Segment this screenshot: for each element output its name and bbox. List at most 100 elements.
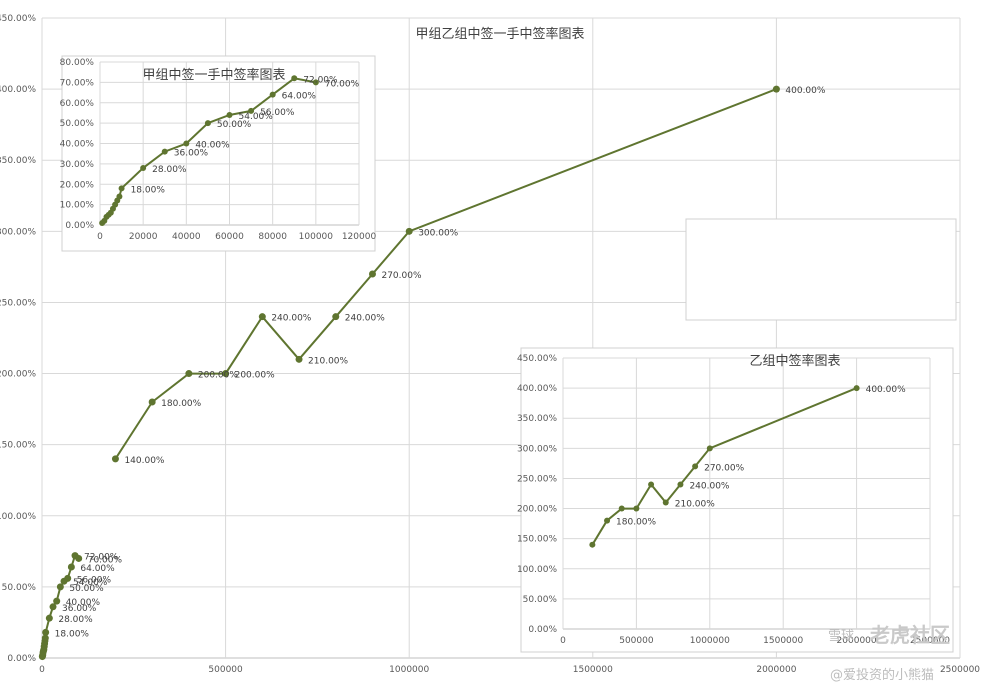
x-tick-label: 0 <box>97 232 103 242</box>
data-point <box>706 445 713 452</box>
y-tick-label: 20.00% <box>60 180 95 190</box>
data-point <box>604 517 611 524</box>
data-label: 200.00% <box>198 371 238 381</box>
data-label: 28.00% <box>58 615 93 625</box>
x-tick-label: 2500000 <box>910 636 950 646</box>
data-point <box>49 603 57 611</box>
data-point <box>204 120 211 127</box>
data-label: 40.00% <box>195 141 230 151</box>
series-line <box>114 88 777 460</box>
blank-legend-box <box>685 218 957 321</box>
data-point <box>183 140 190 147</box>
data-label: 300.00% <box>418 228 458 238</box>
watermark-handle: @爱投资的小熊猫 <box>830 667 934 683</box>
data-label: 240.00% <box>271 314 311 324</box>
data-point <box>42 628 50 636</box>
data-label: 270.00% <box>704 463 744 473</box>
data-label: 72.00% <box>84 553 119 563</box>
x-tick-label: 500000 <box>619 636 654 646</box>
data-point <box>633 505 640 512</box>
data-point <box>772 85 780 93</box>
x-tick-label: 0 <box>39 665 45 675</box>
chart-inset-a: 0.00% 10.00% 20.00% 30.00% 40.00% 50.00% 60.00… <box>60 55 377 252</box>
data-point <box>53 597 61 605</box>
x-tick-label: 60000 <box>215 232 244 242</box>
data-point <box>222 370 230 378</box>
x-tick-label: 20000 <box>129 232 158 242</box>
y-tick-label: 150.00% <box>517 535 557 545</box>
data-label: 140.00% <box>124 456 164 466</box>
data-label: 54.00% <box>73 578 108 588</box>
chart-title: 甲组乙组中签一手中签率图表 <box>415 26 584 42</box>
chart-frame-inset-a <box>61 55 376 252</box>
data-label: 180.00% <box>161 399 201 409</box>
data-label: 240.00% <box>689 481 729 491</box>
data-point <box>41 634 49 642</box>
x-tick-label: 40000 <box>172 232 201 242</box>
data-point <box>148 398 156 406</box>
data-label: 180.00% <box>616 518 656 528</box>
data-label: 70.00% <box>88 555 123 565</box>
y-tick-label: 80.00% <box>60 58 95 68</box>
data-label: 36.00% <box>174 149 209 159</box>
data-label: 64.00% <box>80 564 115 574</box>
chart-main: 0.00% 50.00% 100.00% 150.00% 200.00% 250.00% 3… <box>0 14 980 675</box>
y-tick-label: 400.00% <box>517 384 557 394</box>
data-point <box>118 185 125 192</box>
data-point <box>56 583 64 591</box>
data-point <box>677 481 684 488</box>
data-point <box>64 574 72 582</box>
y-tick-label: 250.00% <box>517 474 557 484</box>
data-label: 40.00% <box>66 598 101 608</box>
chart-inset-b: 0.00% 50.00% 100.00% 150.00% 200.00% 250.00% 3… <box>517 347 954 653</box>
data-point <box>618 505 625 512</box>
data-point <box>332 313 340 321</box>
data-label: 240.00% <box>345 314 385 324</box>
y-tick-label: 0.00% <box>65 221 94 231</box>
x-tick-label: 100000 <box>299 232 334 242</box>
series-line <box>591 387 857 546</box>
data-point <box>368 270 376 278</box>
y-tick-label: 40.00% <box>60 140 95 150</box>
y-tick-label: 0.00% <box>7 654 36 664</box>
watermark-brand: 雪球 <box>828 629 854 644</box>
data-label: 54.00% <box>239 112 274 122</box>
x-tick-label: 0 <box>560 636 566 646</box>
y-tick-label: 0.00% <box>528 625 557 635</box>
y-tick-label: 350.00% <box>0 156 36 166</box>
x-tick-label: 1500000 <box>573 665 613 675</box>
data-point <box>248 107 255 114</box>
data-label: 18.00% <box>131 185 166 195</box>
data-point <box>269 91 276 98</box>
data-label: 270.00% <box>381 271 421 281</box>
chart-title: 乙组中签率图表 <box>749 353 840 369</box>
x-tick-label: 120000 <box>342 232 377 242</box>
data-label: 70.00% <box>325 79 360 89</box>
data-point <box>111 455 119 463</box>
y-tick-label: 250.00% <box>0 298 36 308</box>
y-tick-label: 50.00% <box>60 119 95 129</box>
y-tick-label: 10.00% <box>60 201 95 211</box>
y-tick-label: 30.00% <box>60 160 95 170</box>
data-label: 72.00% <box>303 75 338 85</box>
x-tick-label: 2500000 <box>940 665 980 675</box>
chart-frame-inset-b <box>520 347 954 653</box>
data-point <box>692 463 699 470</box>
y-tick-label: 400.00% <box>0 85 36 95</box>
y-tick-label: 200.00% <box>517 505 557 515</box>
y-tick-label: 50.00% <box>523 595 558 605</box>
data-point <box>45 614 53 622</box>
data-point <box>67 563 75 571</box>
y-tick-label: 300.00% <box>0 227 36 237</box>
chart-title: 甲组中签一手中签率图表 <box>142 67 285 83</box>
data-point <box>161 148 168 155</box>
y-tick-label: 300.00% <box>517 444 557 454</box>
data-point <box>295 355 303 363</box>
data-label: 28.00% <box>152 165 187 175</box>
data-point <box>648 481 655 488</box>
x-tick-label: 1500000 <box>763 636 803 646</box>
data-label: 18.00% <box>55 629 90 639</box>
data-point <box>853 385 860 392</box>
